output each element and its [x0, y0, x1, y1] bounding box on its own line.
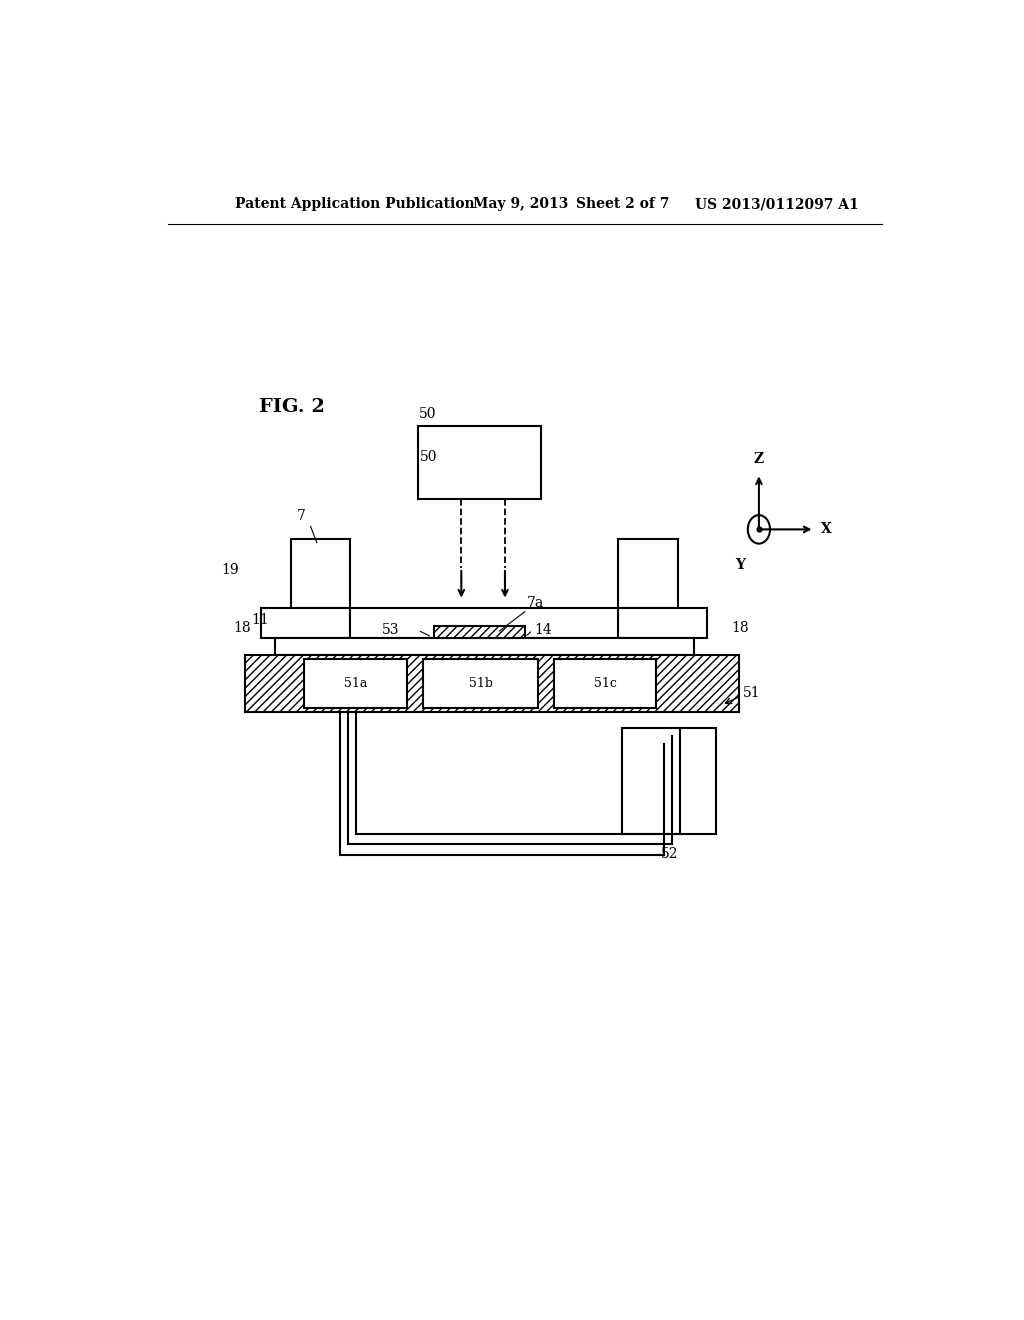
Bar: [623, 727, 716, 834]
Bar: [554, 660, 655, 709]
Text: 19: 19: [221, 564, 240, 577]
Text: 51c: 51c: [594, 677, 616, 690]
Text: Y: Y: [735, 558, 744, 572]
Text: May 9, 2013: May 9, 2013: [473, 197, 568, 211]
Text: 50: 50: [419, 407, 436, 421]
Text: 18: 18: [233, 620, 251, 635]
Bar: [618, 607, 708, 638]
Text: Z: Z: [754, 453, 764, 466]
Bar: [291, 539, 350, 607]
Text: 11: 11: [252, 612, 269, 627]
Text: FIG. 2: FIG. 2: [259, 399, 325, 416]
Text: 18: 18: [731, 620, 749, 635]
Bar: [618, 539, 678, 607]
Text: X: X: [821, 523, 831, 536]
Text: 51b: 51b: [469, 677, 494, 690]
Text: 52: 52: [660, 846, 678, 861]
Text: 7: 7: [297, 510, 306, 523]
Text: 51: 51: [743, 686, 761, 700]
Text: 51a: 51a: [344, 677, 368, 690]
Text: US 2013/0112097 A1: US 2013/0112097 A1: [695, 197, 859, 211]
Bar: [261, 607, 350, 638]
Bar: [433, 626, 524, 638]
Bar: [423, 660, 539, 709]
Bar: [274, 638, 694, 656]
Text: 53: 53: [382, 623, 399, 638]
Text: 7a: 7a: [527, 595, 545, 610]
Bar: [350, 607, 618, 638]
Text: 50: 50: [420, 450, 437, 465]
Text: 14: 14: [535, 623, 552, 638]
Text: Patent Application Publication: Patent Application Publication: [236, 197, 475, 211]
Bar: [304, 660, 408, 709]
Text: Sheet 2 of 7: Sheet 2 of 7: [577, 197, 670, 211]
Bar: [246, 656, 739, 713]
Bar: [418, 426, 541, 499]
